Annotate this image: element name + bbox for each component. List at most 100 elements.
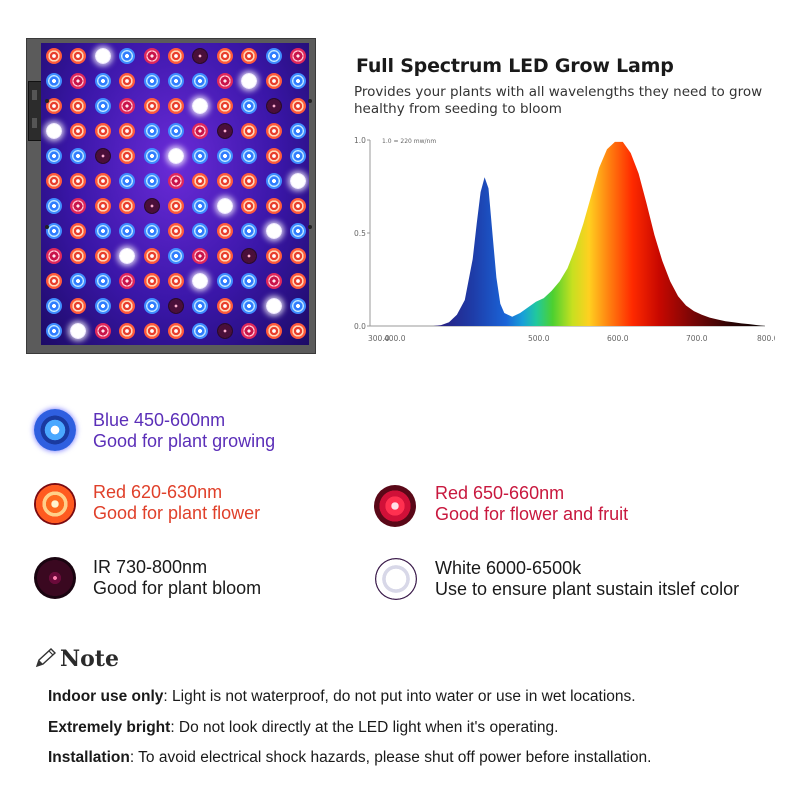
legend-blue-desc: Good for plant growing	[93, 431, 276, 451]
legend-ir-desc: Good for plant bloom	[93, 578, 262, 598]
note-item: Extremely bright: Do not look directly a…	[48, 719, 558, 737]
legend-red-name: Red 620-630nm	[93, 482, 223, 502]
led-chip	[216, 298, 233, 314]
led-chip	[46, 223, 62, 239]
led-chip	[192, 123, 209, 139]
led-chip	[70, 323, 87, 339]
led-chip	[143, 273, 160, 289]
led-chip	[143, 323, 160, 339]
led-chip	[241, 273, 258, 289]
led-chip	[290, 173, 306, 189]
led-chip	[143, 223, 160, 239]
deep-red-led-icon	[374, 485, 416, 527]
led-chip	[241, 298, 258, 314]
legend-blue-name: Blue 450-600nm	[93, 410, 226, 430]
led-chip	[143, 123, 160, 139]
led-chip	[94, 248, 111, 264]
led-chip	[192, 198, 209, 214]
led-chip	[46, 123, 62, 139]
led-chip	[119, 273, 136, 289]
ir-led-icon	[34, 557, 76, 599]
red-led-icon	[34, 483, 76, 525]
legend-deep-red-name: Red 650-660nm	[435, 483, 565, 503]
led-chip	[119, 223, 136, 239]
led-chip	[241, 148, 258, 164]
led-grid	[41, 43, 309, 345]
led-chip	[46, 198, 62, 214]
note-item-text: : Light is not waterproof, do not put in…	[163, 688, 636, 705]
led-chip	[70, 123, 87, 139]
led-panel-image	[26, 38, 316, 354]
led-chip	[216, 273, 233, 289]
led-chip	[70, 148, 87, 164]
led-chip	[94, 98, 111, 114]
spectrum-title: Full Spectrum LED Grow Lamp	[356, 55, 674, 77]
y-tick-label: 1.0	[354, 136, 366, 145]
led-chip	[290, 98, 306, 114]
note-item-label: Installation	[48, 749, 130, 766]
led-chip	[192, 98, 209, 114]
led-chip	[70, 48, 87, 64]
led-chip	[241, 123, 258, 139]
led-chip	[265, 298, 282, 314]
led-chip	[241, 48, 258, 64]
led-chip	[46, 173, 62, 189]
led-chip	[143, 48, 160, 64]
note-item-label: Extremely bright	[48, 719, 171, 736]
led-chip	[94, 148, 111, 164]
note-heading: Note	[34, 646, 119, 672]
led-chip	[46, 298, 62, 314]
led-chip	[70, 198, 87, 214]
led-chip	[46, 273, 62, 289]
y-tick-label: 0.0	[354, 322, 366, 331]
white-led-icon	[375, 558, 417, 600]
led-chip	[265, 173, 282, 189]
led-chip	[94, 48, 111, 64]
legend-blue: Blue 450-600nm Good for plant growing	[93, 410, 275, 452]
led-chip	[143, 173, 160, 189]
note-item-label: Indoor use only	[48, 688, 164, 705]
led-chip	[46, 248, 62, 264]
led-chip	[119, 73, 136, 89]
led-chip	[290, 73, 306, 89]
spectrum-area	[433, 141, 765, 326]
led-chip	[119, 148, 136, 164]
led-chip	[168, 298, 184, 314]
x-tick-label: 800.0	[757, 334, 775, 343]
led-chip	[46, 98, 62, 114]
led-chip	[265, 273, 282, 289]
led-chip	[119, 298, 136, 314]
led-chip	[290, 223, 306, 239]
panel-screw	[45, 99, 49, 103]
pencil-icon	[35, 648, 57, 668]
panel-screw	[308, 225, 312, 229]
led-chip	[94, 273, 111, 289]
led-chip	[94, 223, 111, 239]
led-chip	[265, 198, 282, 214]
legend-ir: IR 730-800nm Good for plant bloom	[93, 557, 261, 599]
led-chip	[143, 98, 160, 114]
legend-red: Red 620-630nm Good for plant flower	[93, 482, 260, 524]
led-chip	[290, 323, 306, 339]
led-chip	[119, 248, 136, 264]
led-chip	[265, 48, 282, 64]
led-chip	[265, 148, 282, 164]
led-chip	[192, 323, 209, 339]
led-chip	[216, 73, 233, 89]
led-chip	[216, 123, 233, 139]
led-chip	[94, 198, 111, 214]
led-chip	[70, 223, 87, 239]
spectrum-subtitle: Provides your plants with all wavelength…	[354, 84, 763, 117]
led-chip	[143, 148, 160, 164]
led-chip	[265, 248, 282, 264]
led-chip	[119, 198, 136, 214]
note-item: Indoor use only: Light is not waterproof…	[48, 688, 636, 706]
led-chip	[216, 198, 233, 214]
led-chip	[216, 148, 233, 164]
y-tick-label: 0.5	[354, 229, 366, 238]
led-chip	[168, 223, 184, 239]
led-chip	[70, 98, 87, 114]
led-chip	[143, 198, 160, 214]
led-chip	[94, 73, 111, 89]
